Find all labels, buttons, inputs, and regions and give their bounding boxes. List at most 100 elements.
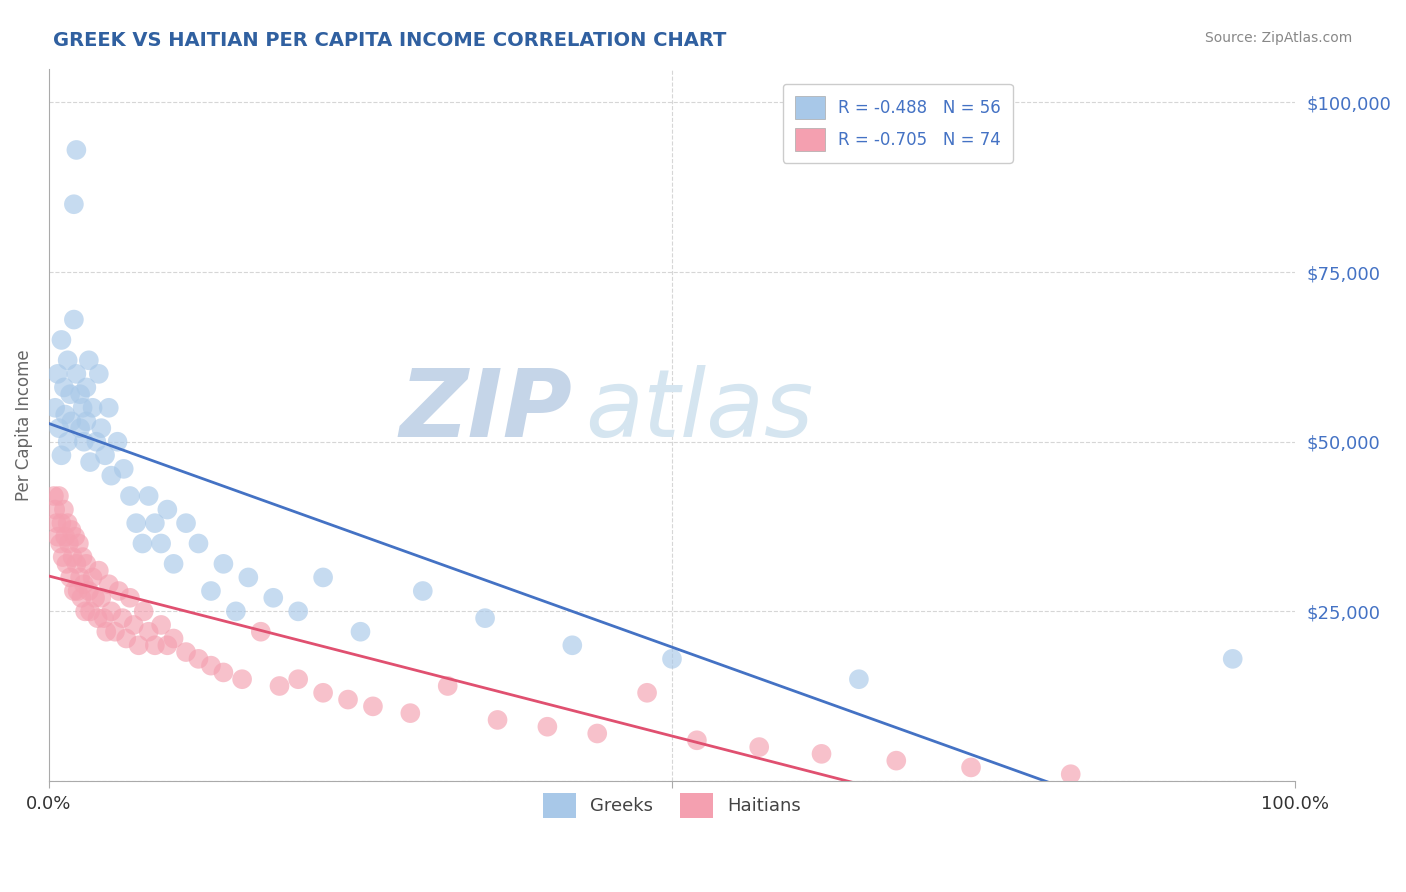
Point bbox=[51, 448, 73, 462]
Point bbox=[96, 624, 118, 639]
Point bbox=[143, 516, 166, 530]
Point bbox=[262, 591, 284, 605]
Point bbox=[58, 536, 80, 550]
Point bbox=[59, 570, 82, 584]
Point bbox=[586, 726, 609, 740]
Point bbox=[412, 584, 434, 599]
Point bbox=[51, 516, 73, 530]
Point bbox=[174, 516, 197, 530]
Point bbox=[87, 564, 110, 578]
Point bbox=[561, 638, 583, 652]
Point bbox=[69, 421, 91, 435]
Point bbox=[156, 502, 179, 516]
Point bbox=[79, 604, 101, 618]
Point bbox=[70, 591, 93, 605]
Point bbox=[73, 434, 96, 449]
Point bbox=[636, 686, 658, 700]
Point bbox=[361, 699, 384, 714]
Point bbox=[187, 652, 209, 666]
Y-axis label: Per Capita Income: Per Capita Income bbox=[15, 349, 32, 500]
Point bbox=[118, 591, 141, 605]
Point bbox=[65, 143, 87, 157]
Point bbox=[212, 665, 235, 680]
Point bbox=[107, 584, 129, 599]
Point bbox=[1060, 767, 1083, 781]
Point bbox=[97, 401, 120, 415]
Point bbox=[125, 516, 148, 530]
Point bbox=[162, 632, 184, 646]
Point bbox=[77, 584, 100, 599]
Point bbox=[200, 584, 222, 599]
Point bbox=[65, 367, 87, 381]
Point bbox=[46, 367, 69, 381]
Point bbox=[150, 618, 173, 632]
Point bbox=[131, 536, 153, 550]
Point bbox=[90, 591, 112, 605]
Point bbox=[143, 638, 166, 652]
Point bbox=[269, 679, 291, 693]
Point bbox=[138, 489, 160, 503]
Point bbox=[73, 577, 96, 591]
Point bbox=[46, 530, 69, 544]
Point bbox=[63, 584, 86, 599]
Text: atlas: atlas bbox=[585, 365, 813, 456]
Point bbox=[162, 557, 184, 571]
Point bbox=[60, 523, 83, 537]
Point bbox=[212, 557, 235, 571]
Point bbox=[75, 414, 97, 428]
Point bbox=[115, 632, 138, 646]
Point bbox=[100, 468, 122, 483]
Point bbox=[100, 604, 122, 618]
Point bbox=[52, 502, 75, 516]
Point bbox=[349, 624, 371, 639]
Point bbox=[312, 686, 335, 700]
Point bbox=[77, 353, 100, 368]
Point bbox=[111, 611, 134, 625]
Point bbox=[312, 570, 335, 584]
Point bbox=[200, 658, 222, 673]
Point bbox=[960, 760, 983, 774]
Point bbox=[72, 550, 94, 565]
Point bbox=[75, 380, 97, 394]
Point bbox=[104, 624, 127, 639]
Point bbox=[69, 570, 91, 584]
Point bbox=[399, 706, 422, 720]
Point bbox=[65, 557, 87, 571]
Point bbox=[60, 414, 83, 428]
Point bbox=[138, 624, 160, 639]
Point bbox=[94, 448, 117, 462]
Point bbox=[225, 604, 247, 618]
Legend: Greeks, Haitians: Greeks, Haitians bbox=[536, 786, 808, 825]
Point bbox=[84, 591, 107, 605]
Point bbox=[174, 645, 197, 659]
Point bbox=[287, 672, 309, 686]
Point bbox=[848, 672, 870, 686]
Point bbox=[66, 584, 89, 599]
Point bbox=[53, 530, 76, 544]
Point bbox=[187, 536, 209, 550]
Point bbox=[1222, 652, 1244, 666]
Point bbox=[122, 618, 145, 632]
Point bbox=[90, 421, 112, 435]
Point bbox=[118, 489, 141, 503]
Point bbox=[884, 754, 907, 768]
Point bbox=[238, 570, 260, 584]
Point bbox=[52, 550, 75, 565]
Point bbox=[87, 367, 110, 381]
Point bbox=[44, 502, 66, 516]
Point bbox=[112, 462, 135, 476]
Point bbox=[69, 387, 91, 401]
Point bbox=[56, 434, 79, 449]
Point bbox=[132, 604, 155, 618]
Point bbox=[748, 740, 770, 755]
Point bbox=[48, 421, 70, 435]
Point bbox=[59, 387, 82, 401]
Point bbox=[686, 733, 709, 747]
Point bbox=[56, 353, 79, 368]
Point bbox=[107, 434, 129, 449]
Text: Source: ZipAtlas.com: Source: ZipAtlas.com bbox=[1205, 31, 1353, 45]
Point bbox=[810, 747, 832, 761]
Point bbox=[486, 713, 509, 727]
Point bbox=[48, 489, 70, 503]
Point bbox=[51, 333, 73, 347]
